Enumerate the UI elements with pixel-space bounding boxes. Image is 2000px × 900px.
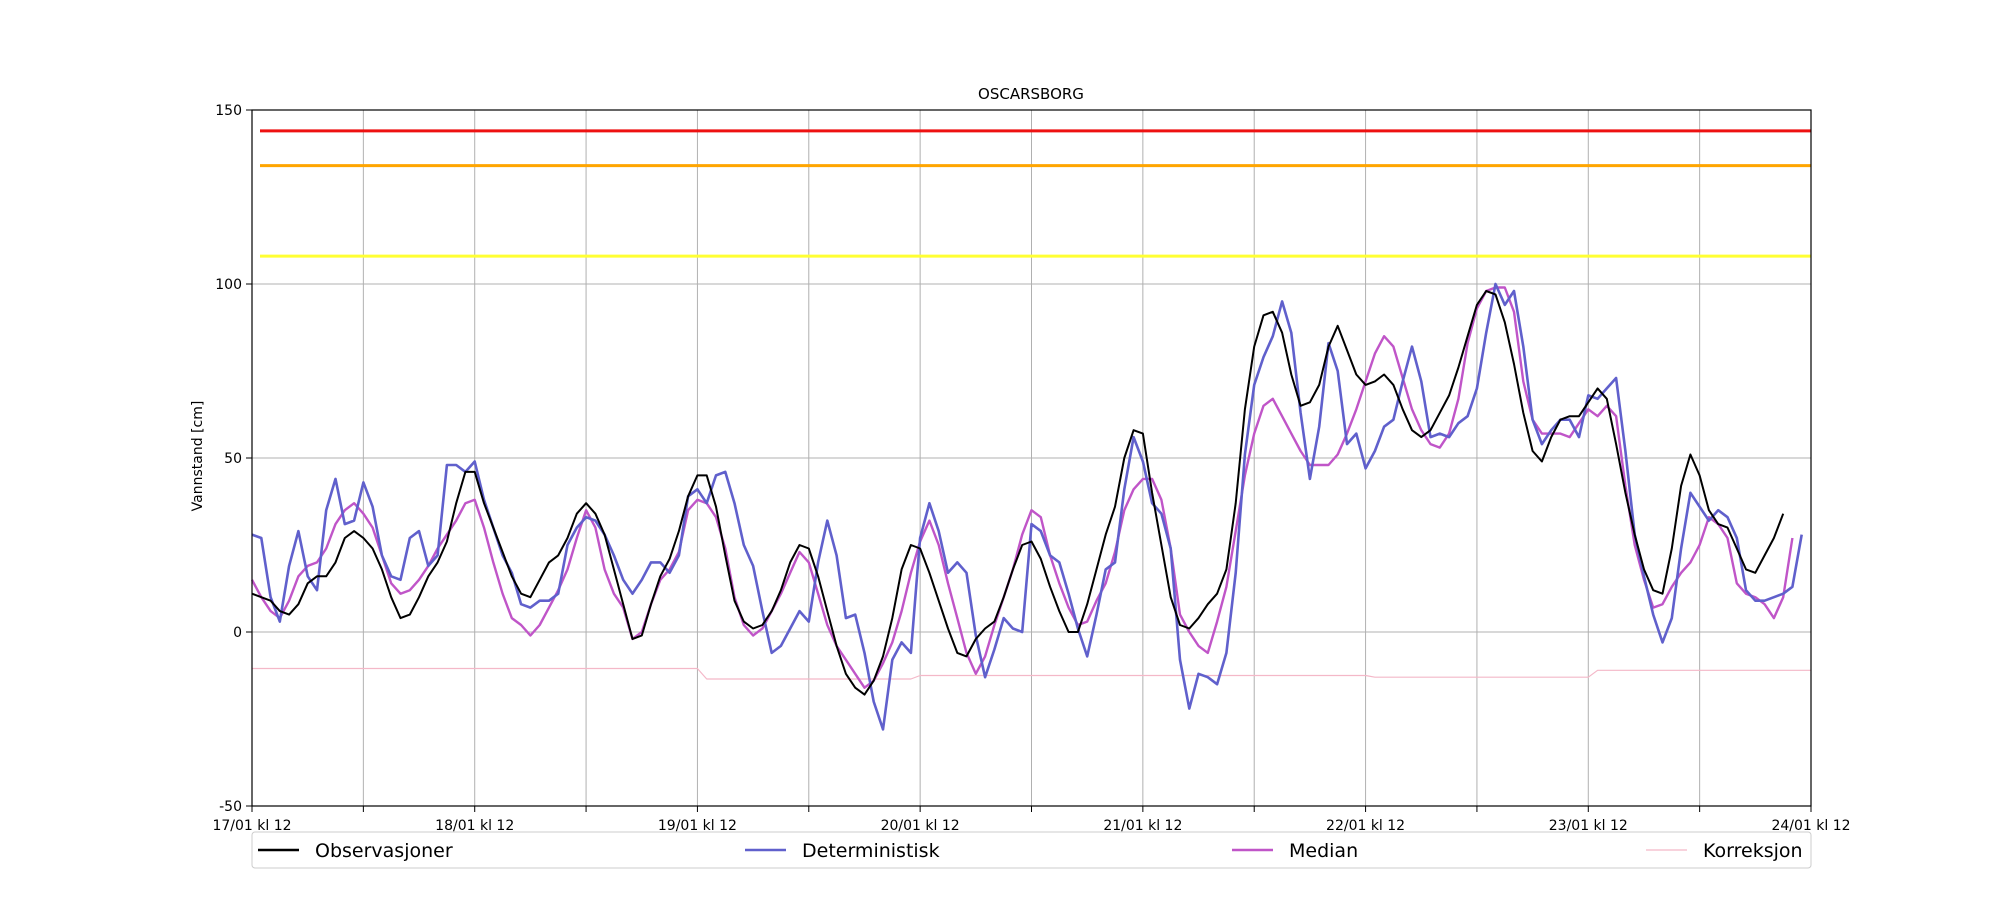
y-tick-label: -50 bbox=[219, 799, 242, 815]
series-line-observasjoner bbox=[251, 290, 1785, 696]
x-tick-label: 17/01 kl 12 bbox=[212, 818, 291, 834]
x-tick-label: 21/01 kl 12 bbox=[1103, 818, 1182, 834]
x-tick-label: 20/01 kl 12 bbox=[881, 818, 960, 834]
x-tick-label: 19/01 kl 12 bbox=[658, 818, 737, 834]
y-tick-label: 100 bbox=[215, 277, 242, 293]
legend-label: Korreksjon bbox=[1703, 840, 1803, 862]
series-lines bbox=[250, 282, 1811, 731]
grid bbox=[251, 109, 1812, 807]
legend-box bbox=[251, 831, 1812, 869]
y-tick-label: 150 bbox=[215, 103, 242, 119]
x-tick-label: 24/01 kl 12 bbox=[1771, 818, 1850, 834]
legend: Observasjoner Deterministisk Median Korreks… bbox=[251, 831, 1812, 869]
chart-title: OSCARSBORG bbox=[978, 85, 1084, 103]
axes: -50 0 50 100 150 17/01 kl 12 18/01 kl 12 19/01 … bbox=[212, 103, 1850, 834]
y-tick-label: 0 bbox=[233, 625, 242, 641]
x-tick-label: 23/01 kl 12 bbox=[1549, 818, 1628, 834]
y-axis-label: Vannstand [cm] bbox=[190, 401, 206, 512]
x-tick-label: 22/01 kl 12 bbox=[1326, 818, 1405, 834]
threshold-lines bbox=[260, 129, 1811, 258]
series-line-korreksjon bbox=[252, 667, 1811, 680]
legend-label: Deterministisk bbox=[802, 840, 940, 862]
legend-label: Median bbox=[1289, 840, 1358, 862]
legend-label: Observasjoner bbox=[315, 840, 453, 862]
y-tick-label: 50 bbox=[224, 451, 242, 467]
x-tick-label: 18/01 kl 12 bbox=[435, 818, 514, 834]
